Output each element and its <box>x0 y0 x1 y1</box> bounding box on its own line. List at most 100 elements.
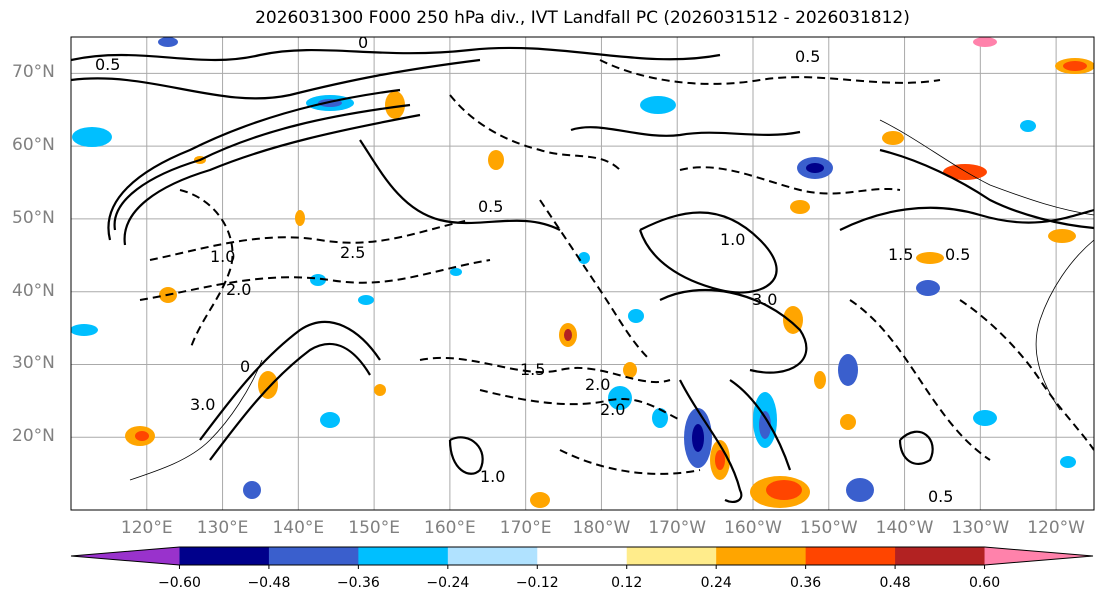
div-blob <box>450 268 462 276</box>
colorbar-tick-label: −0.60 <box>158 575 201 591</box>
contour-line <box>559 449 701 475</box>
contour-line <box>449 94 621 171</box>
div-blob <box>310 274 326 286</box>
latitude-label: 40°N <box>12 280 55 301</box>
contour-label: 1.0 <box>210 247 235 266</box>
graticule <box>71 37 1094 510</box>
contour-line <box>479 389 681 421</box>
contour-label: 1.5 <box>520 360 545 379</box>
coastline <box>129 359 263 481</box>
div-blob <box>806 163 824 173</box>
div-blob <box>385 91 405 119</box>
contour-label: 0.5 <box>795 47 820 66</box>
colorbar-segment <box>805 547 896 565</box>
div-blob <box>973 37 997 47</box>
longitude-label: 140°W <box>875 518 934 538</box>
div-blob <box>243 481 261 499</box>
contour-label: 0.5 <box>95 55 120 74</box>
div-blob <box>692 424 704 452</box>
colorbar-segment <box>626 547 717 565</box>
contour-line <box>849 299 991 461</box>
longitude-label: 180°W <box>572 518 631 538</box>
div-blob <box>623 362 637 378</box>
contour-line <box>638 211 778 294</box>
colorbar-tick-label: 0.24 <box>700 575 732 591</box>
colorbar-tick-label: −0.36 <box>336 575 380 591</box>
div-blob <box>1063 61 1087 71</box>
contour-line <box>959 299 1094 451</box>
ivt-dashed-contours <box>139 59 1094 475</box>
div-blob <box>1048 229 1076 243</box>
div-blob <box>840 414 856 430</box>
contour-line <box>123 113 421 246</box>
contour-line <box>539 199 651 361</box>
colorbar-tick-label: −0.48 <box>247 575 291 591</box>
contour-line <box>107 88 401 241</box>
div-blob <box>715 450 725 470</box>
coastline <box>1035 239 1094 411</box>
longitude-label: 130°W <box>951 518 1010 538</box>
div-blob <box>295 210 305 226</box>
contour-line <box>729 379 792 471</box>
contour-labels: 0.5 1.0 1.5 2.0 2.5 3.0 0 0.5 1.0 0.5 1.… <box>95 33 970 506</box>
longitude-label: 160°E <box>424 518 476 538</box>
longitude-label: 170°W <box>648 518 707 538</box>
colorbar-segment <box>984 547 1093 565</box>
contour-line <box>570 126 801 137</box>
contour-label: 3.0 <box>190 395 215 414</box>
div-blob <box>608 386 632 410</box>
contour-line <box>679 379 743 504</box>
div-blob <box>790 200 810 214</box>
contour-label: 1.0 <box>720 230 745 249</box>
colorbar-tick-label: 0.12 <box>611 575 643 591</box>
contour-line <box>113 103 411 231</box>
colorbar-segment <box>358 547 449 565</box>
div-blob <box>488 150 504 170</box>
colorbar <box>70 546 1094 569</box>
contour-line <box>71 58 481 100</box>
coastlines <box>129 119 1094 481</box>
colorbar-tick-label: −0.12 <box>515 575 559 591</box>
div-blob <box>916 280 940 296</box>
contour-label: 0.5 <box>928 487 953 506</box>
contour-label: 0.5 <box>945 245 970 264</box>
div-blob <box>838 354 858 386</box>
div-blob <box>578 252 590 264</box>
ivt-contours <box>71 46 1094 504</box>
contour-line <box>419 356 671 384</box>
colorbar-segment <box>268 547 359 565</box>
div-blob <box>943 164 987 180</box>
div-blob <box>766 480 802 500</box>
longitude-label: 120°E <box>120 518 173 538</box>
longitude-label: 150°W <box>799 518 858 538</box>
latitude-label: 20°N <box>12 426 55 447</box>
div-blob <box>71 324 98 336</box>
contour-line <box>879 148 1094 230</box>
contour-line <box>679 166 901 195</box>
divergence-shading <box>71 37 1094 508</box>
div-blob <box>72 127 112 147</box>
contour-label: 0 <box>240 357 250 376</box>
longitude-label: 170°E <box>499 518 552 538</box>
div-blob <box>1060 456 1076 468</box>
contour-label: 0 <box>358 33 368 52</box>
div-blob <box>973 410 997 426</box>
longitude-label: 130°E <box>196 518 249 538</box>
contour-label: 1.0 <box>480 467 505 486</box>
longitude-label: 160°W <box>724 518 782 538</box>
colorbar-segment <box>447 547 538 565</box>
contour-line <box>839 206 1094 231</box>
latitude-label: 30°N <box>12 353 55 374</box>
latitude-label: 50°N <box>12 207 55 228</box>
div-blob <box>320 412 340 428</box>
colorbar-tick-label: −0.24 <box>426 575 470 591</box>
colorbar-tick-label: 0.48 <box>879 575 911 591</box>
longitude-label: 150°E <box>348 518 400 538</box>
contour-line <box>448 436 484 475</box>
contour-label: 1.5 <box>888 245 913 264</box>
colorbar-segment <box>716 547 807 565</box>
div-blob <box>916 252 944 264</box>
colorbar-segment <box>71 547 180 565</box>
div-blob <box>814 371 826 389</box>
